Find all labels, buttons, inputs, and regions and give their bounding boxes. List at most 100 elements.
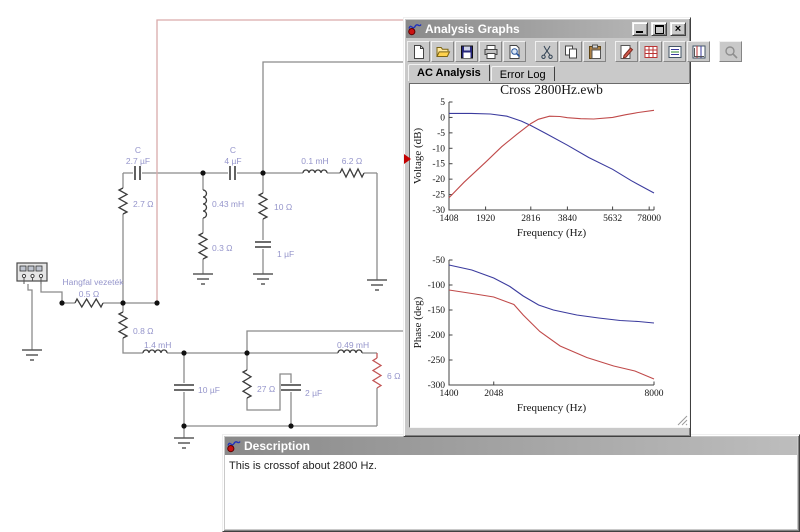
- open-folder-icon: [435, 46, 450, 57]
- svg-text:1.4 mH: 1.4 mH: [144, 340, 171, 350]
- svg-text:78000: 78000: [637, 214, 661, 224]
- svg-text:Hangfal vezeték: Hangfal vezeték: [63, 277, 125, 287]
- capacitor-1uf[interactable]: 1 µF: [255, 241, 294, 259]
- ground-source: [22, 349, 42, 361]
- tab-error-log[interactable]: Error Log: [490, 66, 555, 84]
- svg-text:2816: 2816: [521, 214, 540, 224]
- print-icon: [484, 44, 497, 59]
- graph-panel[interactable]: 5 0 -5 -10 -15 -20 -25 -30 1408 1920 2816 3840 5632 7…: [409, 83, 690, 428]
- inductor-0.43mh[interactable]: 0.43 mH: [202, 189, 244, 219]
- minimize-button[interactable]: [632, 22, 648, 36]
- blue-trace: [449, 112, 655, 194]
- svg-text:-150: -150: [428, 306, 446, 316]
- svg-text:0.8 Ω: 0.8 Ω: [133, 326, 154, 336]
- svg-text:10 Ω: 10 Ω: [274, 202, 292, 212]
- capacitor-10uf[interactable]: 10 µF: [174, 384, 220, 395]
- junction-dots: [59, 170, 294, 429]
- resistor-0.5ohm-speaker-cable[interactable]: Hangfal vezeték 0.5 Ω: [63, 277, 125, 309]
- cut-icon: [540, 45, 553, 59]
- capacitor-2uf[interactable]: 2 µF: [281, 384, 322, 398]
- svg-text:1920: 1920: [476, 214, 495, 224]
- cursors-toggle-icon: [692, 45, 705, 58]
- legend-toggle-icon: [668, 45, 681, 58]
- resize-grip[interactable]: [676, 414, 688, 426]
- copy-button[interactable]: [559, 41, 582, 62]
- ground-symbols[interactable]: [22, 273, 387, 449]
- properties-button[interactable]: [615, 41, 638, 62]
- svg-text:5632: 5632: [603, 214, 622, 224]
- zoom-button[interactable]: [719, 41, 742, 62]
- print-preview-button[interactable]: [503, 41, 526, 62]
- ground-notch: [253, 273, 273, 285]
- svg-text:1400: 1400: [440, 389, 459, 399]
- source-feed-wire[interactable]: [156, 19, 500, 303]
- open-button[interactable]: [431, 41, 454, 62]
- svg-text:C: C: [135, 145, 141, 155]
- legend-button[interactable]: [663, 41, 686, 62]
- svg-text:0.1 mH: 0.1 mH: [301, 156, 328, 166]
- svg-text:4 µF: 4 µF: [224, 156, 241, 166]
- maximize-button[interactable]: [651, 22, 667, 36]
- grid-button[interactable]: [639, 41, 662, 62]
- svg-text:-50: -50: [432, 256, 445, 266]
- maximize-icon: [655, 25, 664, 34]
- resistor-0.8ohm[interactable]: 0.8 Ω: [117, 311, 154, 339]
- svg-text:Phase (deg): Phase (deg): [412, 296, 424, 348]
- analysis-titlebar[interactable]: Analysis Graphs ×: [406, 20, 688, 38]
- resistor-2.7ohm[interactable]: 2.7 Ω: [117, 187, 154, 215]
- ground-tweeter: [367, 279, 387, 291]
- inductor-1.4mh[interactable]: 1.4 mH: [142, 340, 171, 354]
- new-button[interactable]: [407, 41, 430, 62]
- inductor-0.1mh[interactable]: 0.1 mH: [301, 156, 329, 174]
- capacitor-4uf[interactable]: C 4 µF: [224, 145, 242, 180]
- svg-text:-15: -15: [432, 160, 445, 170]
- print-button[interactable]: [479, 41, 502, 62]
- analysis-tabs: AC Analysis Error Log: [406, 64, 688, 84]
- svg-text:0.3 Ω: 0.3 Ω: [212, 243, 233, 253]
- svg-text:-10: -10: [432, 144, 445, 154]
- resistor-10ohm[interactable]: 10 Ω: [257, 192, 292, 220]
- svg-text:-100: -100: [428, 281, 446, 291]
- properties-icon: [620, 44, 633, 59]
- resistor-6.2ohm[interactable]: 6.2 Ω: [339, 156, 365, 179]
- inductor-0.49mh[interactable]: 0.49 mH: [337, 340, 369, 354]
- resistor-27ohm[interactable]: 27 Ω: [241, 369, 275, 399]
- svg-text:2.7 µF: 2.7 µF: [126, 156, 150, 166]
- svg-text:-250: -250: [428, 356, 446, 366]
- capacitor-2.7uf[interactable]: C 2.7 µF: [126, 145, 150, 180]
- resistor-6ohm-tweeter[interactable]: 6 Ω: [371, 353, 400, 389]
- description-text[interactable]: This is crossof about 2800 Hz.: [225, 455, 797, 529]
- graph-area: 5 0 -5 -10 -15 -20 -25 -30 1408 1920 2816 3840 5632 7…: [406, 81, 690, 434]
- function-generator[interactable]: [16, 262, 48, 284]
- svg-text:-5: -5: [437, 129, 445, 139]
- svg-text:0: 0: [440, 113, 445, 123]
- grid-toggle-icon: [644, 45, 657, 58]
- red-trace: [448, 109, 655, 199]
- paste-button[interactable]: [583, 41, 606, 62]
- tab-ac-analysis[interactable]: AC Analysis: [408, 64, 490, 84]
- resistor-0.3ohm[interactable]: 0.3 Ω: [197, 232, 233, 260]
- copy-icon: [564, 45, 577, 58]
- zoom-icon: [724, 45, 738, 59]
- cursors-button[interactable]: [687, 41, 710, 62]
- save-button[interactable]: [455, 41, 478, 62]
- analysis-title: Analysis Graphs: [425, 22, 520, 36]
- ground-midrange: [193, 273, 213, 285]
- print-preview-icon: [509, 44, 520, 59]
- cut-button[interactable]: [535, 41, 558, 62]
- new-document-icon: [413, 44, 424, 59]
- analysis-graphs-window[interactable]: Analysis Graphs × AC Analysis Error Log …: [403, 17, 742, 437]
- svg-text:6.2 Ω: 6.2 Ω: [342, 156, 363, 166]
- circuit-wires[interactable]: [27, 61, 500, 438]
- description-window[interactable]: Description This is crossof about 2800 H…: [222, 434, 800, 532]
- description-titlebar[interactable]: Description: [225, 437, 797, 455]
- svg-text:Frequency (Hz): Frequency (Hz): [517, 402, 587, 414]
- analysis-toolbar: [406, 38, 742, 64]
- close-button[interactable]: ×: [670, 22, 686, 36]
- ewb-logo-icon: [227, 441, 241, 453]
- svg-text:Frequency (Hz): Frequency (Hz): [517, 227, 587, 239]
